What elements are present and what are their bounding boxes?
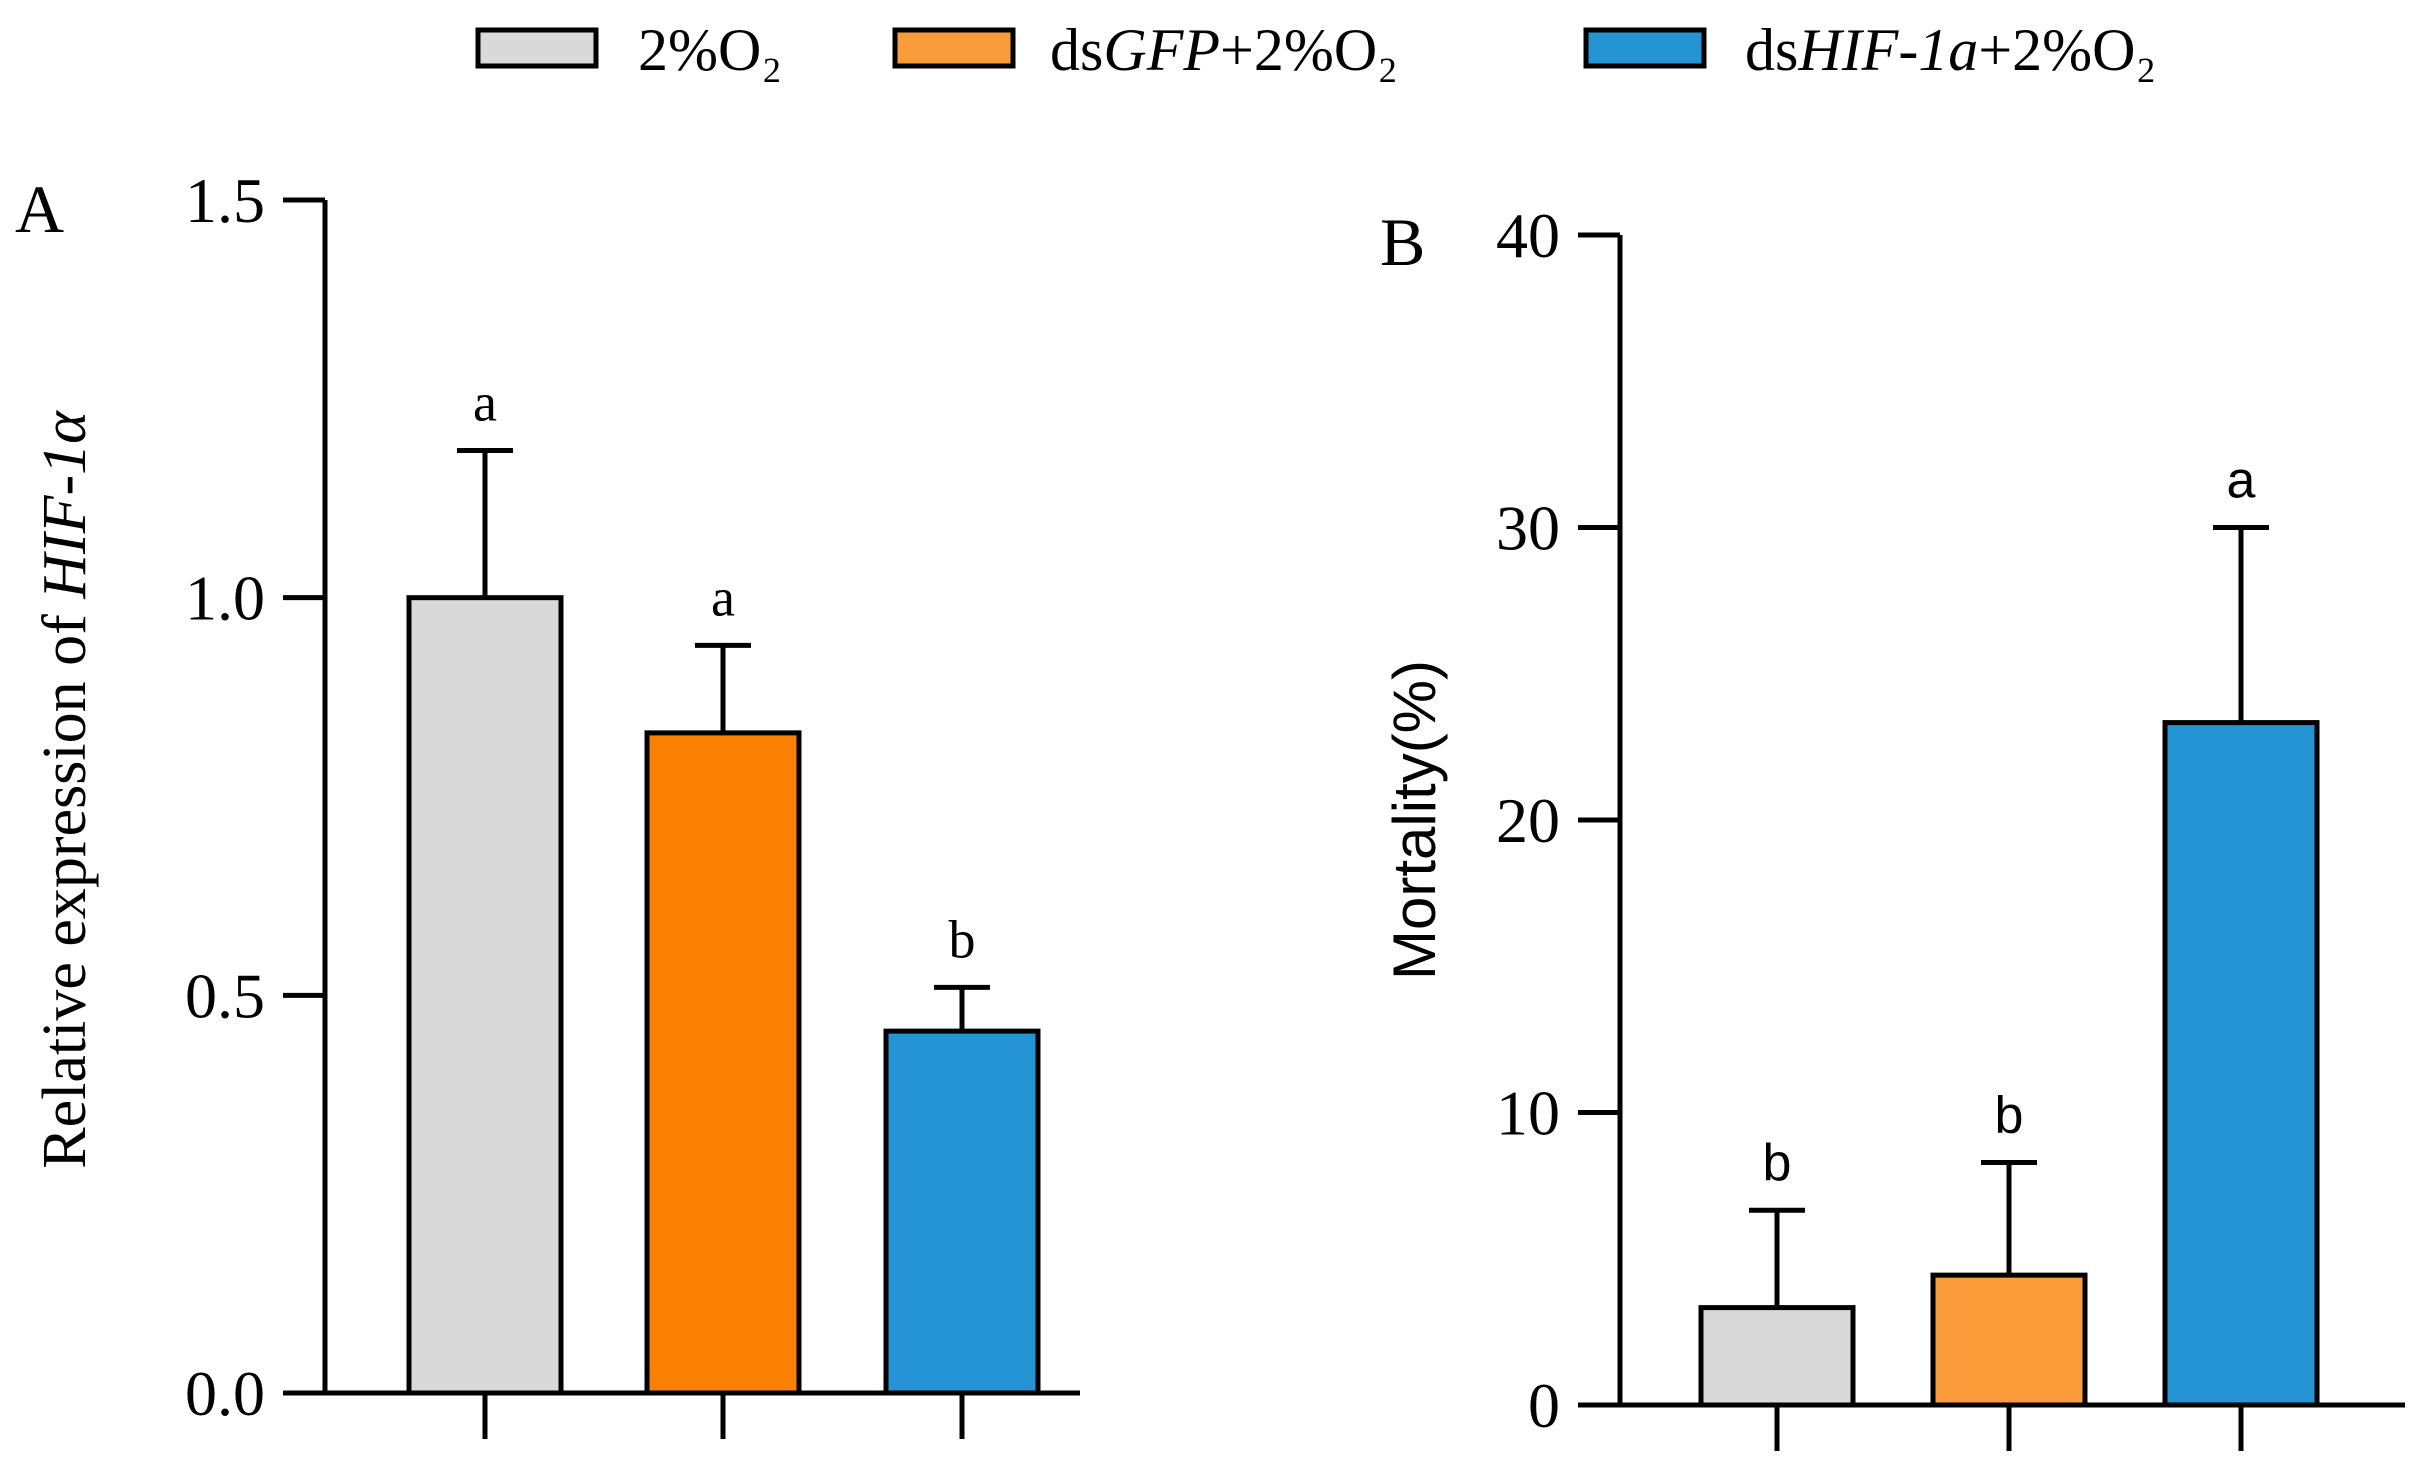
significance-letter-b-3: a — [2227, 452, 2256, 510]
legend-item-1: 2%O₂ — [475, 17, 782, 83]
legend-label-1: 2%O₂ — [638, 17, 782, 83]
bar-b-3 — [2162, 720, 2320, 1408]
bar-b-2 — [1930, 1272, 2088, 1408]
legend-item-2: dsGFP+2%O₂ — [892, 17, 1398, 83]
significance-letter-a-3: b — [949, 909, 976, 969]
y-tick-label-a-4: 1.5 — [185, 165, 265, 236]
bar-a-1 — [406, 595, 564, 1396]
panel-label-a: A — [15, 171, 64, 247]
y-tick-label-a-3: 1.0 — [185, 563, 265, 634]
panel-a: A Relative expression of HIF-1α a a b 0.0 0.… — [15, 165, 1080, 1439]
legend-label-3: dsHIF-1a+2%O₂ — [1745, 17, 2156, 83]
panel-label-b: B — [1380, 204, 1425, 280]
y-tick-label-a-2: 0.5 — [185, 960, 265, 1031]
legend-swatch-1 — [475, 27, 599, 69]
legend-item-3: dsHIF-1a+2%O₂ — [1583, 17, 2156, 83]
legend-swatch-3 — [1583, 27, 1707, 69]
bar-a-3 — [883, 1028, 1041, 1396]
y-tick-label-b-5: 40 — [1496, 200, 1560, 271]
significance-letter-b-2: b — [1995, 1087, 2024, 1145]
significance-letter-b-1: b — [1763, 1134, 1792, 1192]
plot-area-a: a a b 0.0 0.5 1.0 1.5 — [185, 165, 1080, 1439]
legend: 2%O₂ dsGFP+2%O₂ dsHIF-1a+2%O₂ — [475, 17, 2156, 83]
y-axis-label-a: Relative expression of HIF-1α — [31, 410, 99, 1169]
y-axis-label-b: Mortality(%) — [1381, 660, 1448, 980]
y-tick-label-b-4: 30 — [1496, 493, 1560, 564]
panel-b: B Mortality(%) b b a 0 10 20 30 40 — [1380, 200, 2405, 1451]
significance-letter-a-2: a — [711, 567, 735, 627]
legend-swatch-2 — [892, 27, 1016, 69]
y-tick-label-b-2: 10 — [1496, 1078, 1560, 1149]
y-tick-label-b-3: 20 — [1496, 785, 1560, 856]
bar-a-2 — [644, 730, 802, 1396]
significance-letter-a-1: a — [473, 373, 497, 433]
bar-b-1 — [1698, 1305, 1856, 1408]
y-tick-label-b-1: 0 — [1528, 1370, 1560, 1441]
legend-label-2: dsGFP+2%O₂ — [1050, 17, 1398, 83]
y-tick-label-a-1: 0.0 — [185, 1358, 265, 1429]
plot-area-b: b b a 0 10 20 30 40 — [1496, 200, 2405, 1451]
